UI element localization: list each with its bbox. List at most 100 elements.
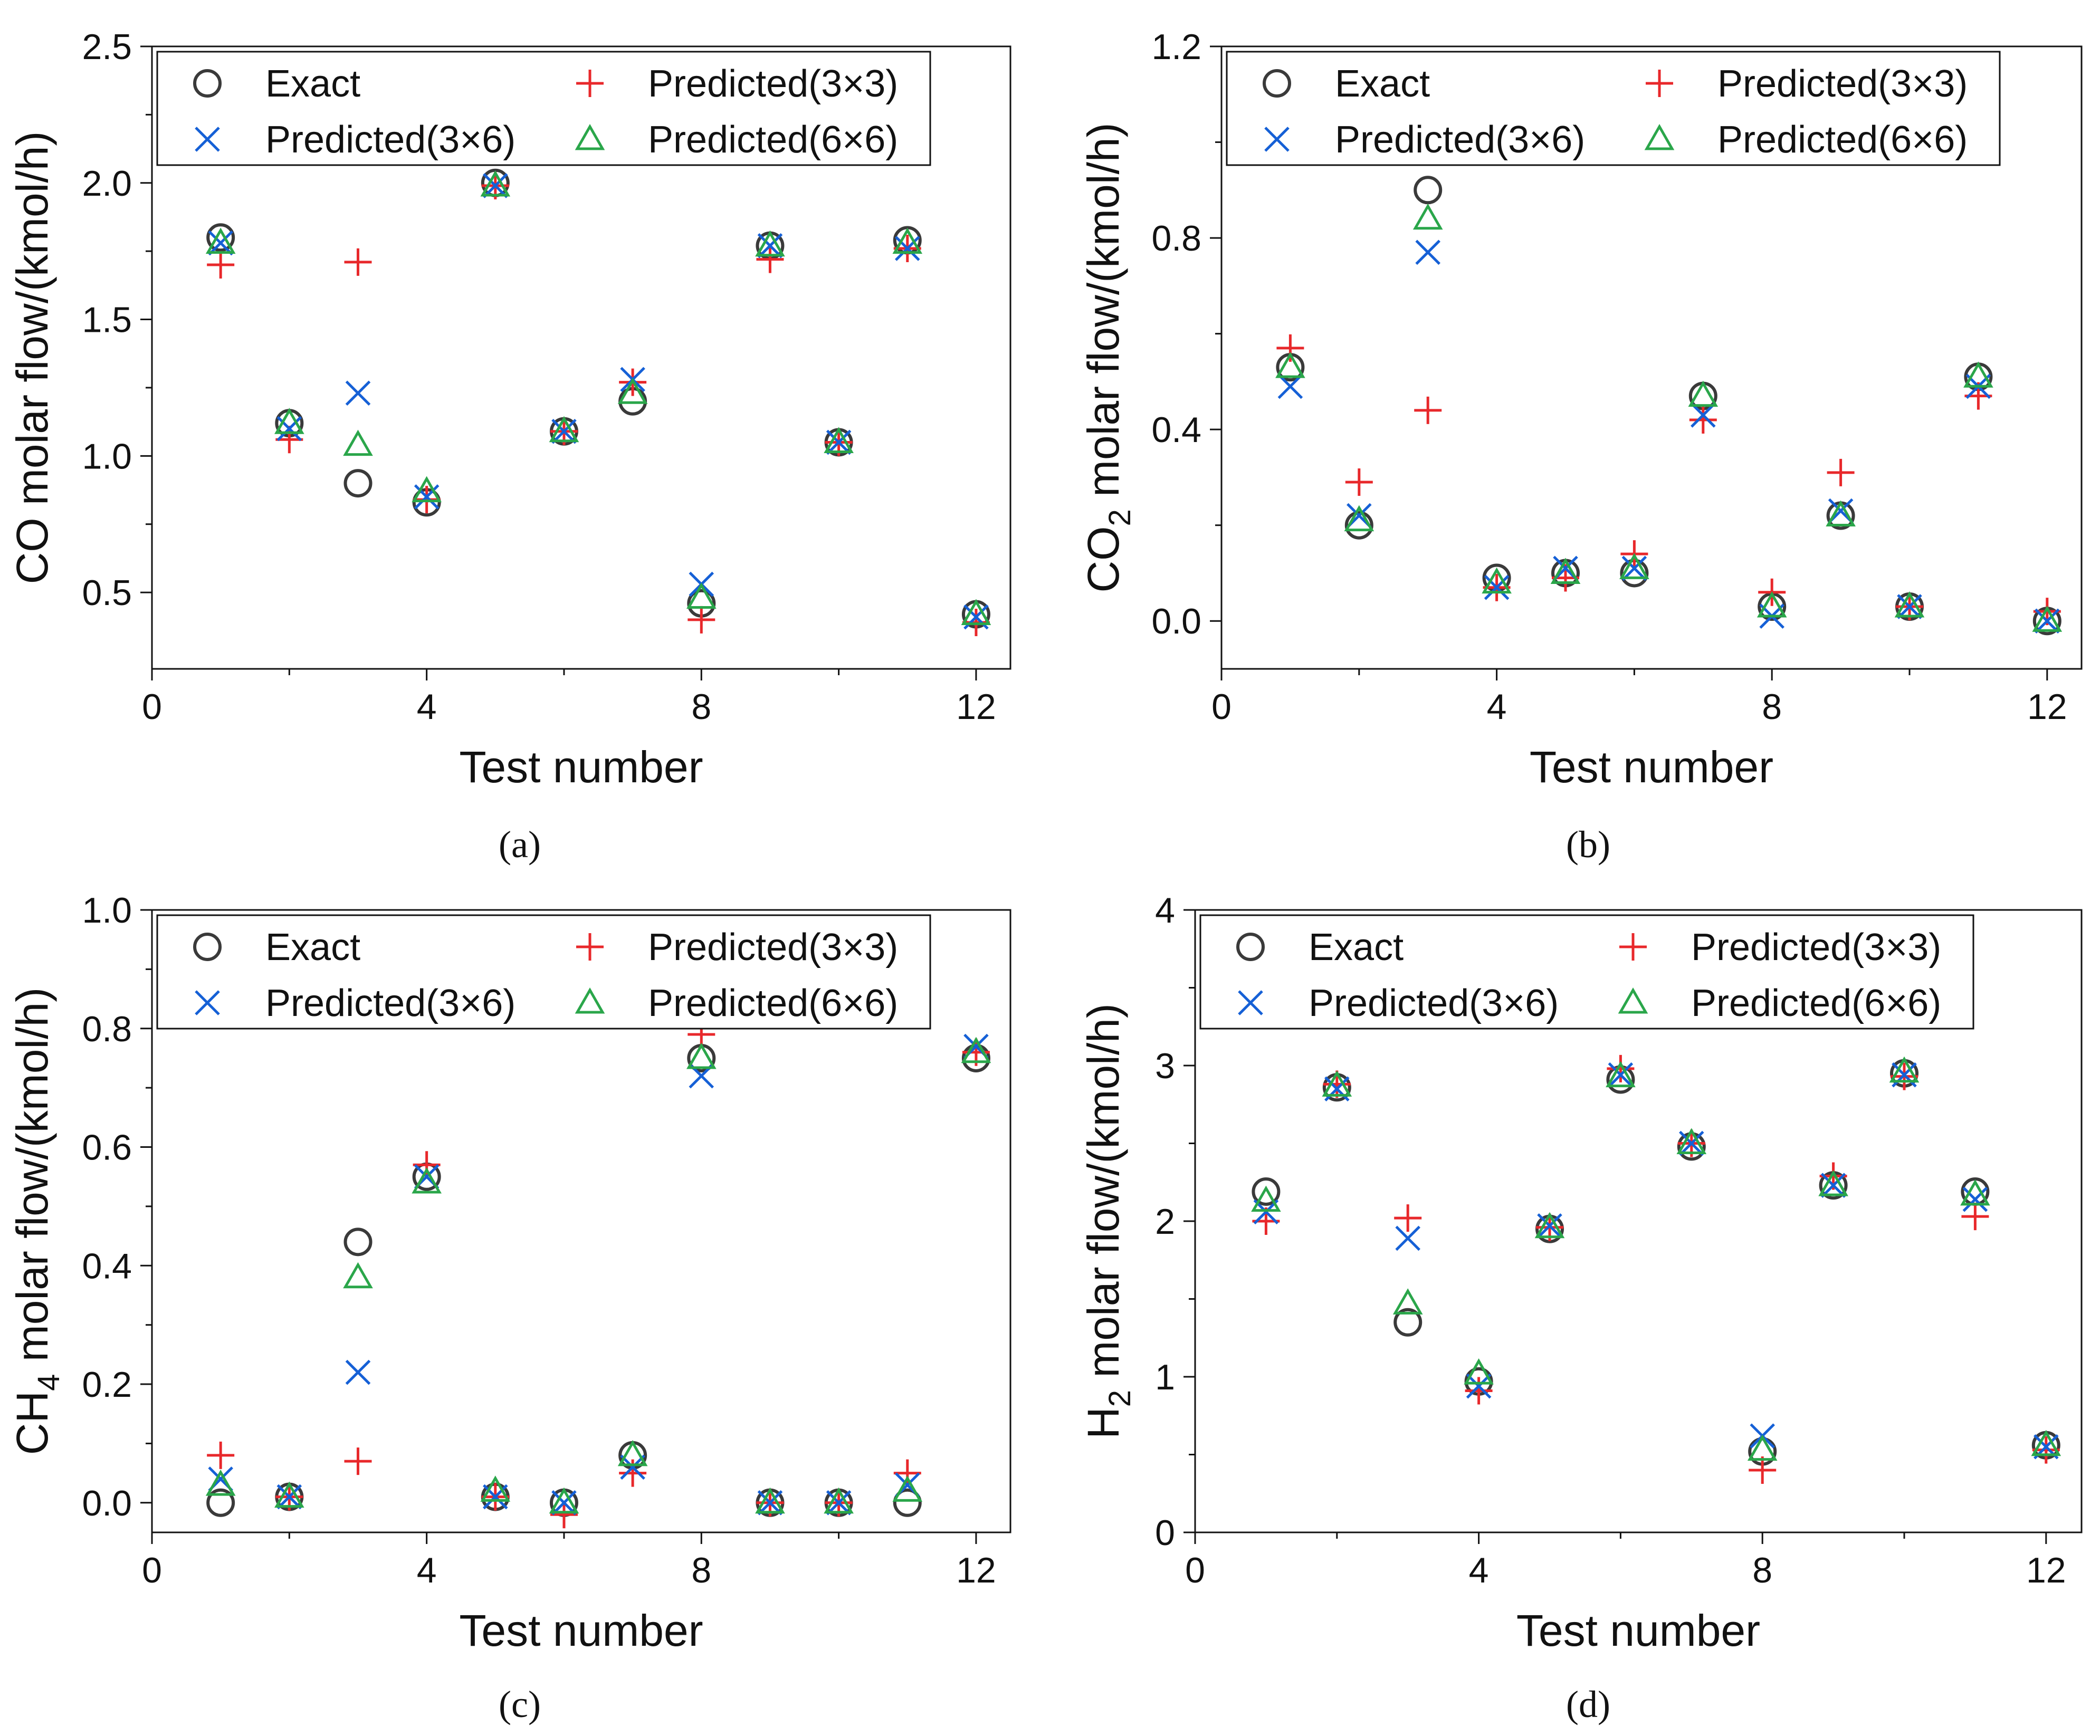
x-tick-label: 8	[1762, 687, 1782, 727]
y-tick-label: 1.2	[1151, 27, 1201, 67]
y-tick-label: 0	[1155, 1513, 1175, 1553]
legend-marker-exact	[193, 933, 222, 961]
chart-panel-a: 0 4 8 12 0.5 1.0 1.5 2.0 2.5 Test number CO molar …	[7, 27, 1011, 866]
point-p66	[1606, 1061, 1636, 1088]
point-p36	[483, 173, 508, 198]
data-points	[205, 1021, 991, 1529]
panel-label: (b)	[1566, 823, 1610, 866]
point-p36	[1484, 574, 1510, 600]
point-p66	[274, 408, 304, 434]
point-p66	[1550, 558, 1581, 584]
y-tick-label: 0.4	[1151, 410, 1201, 450]
point-p66	[892, 1475, 923, 1502]
point-p66	[1676, 1128, 1707, 1154]
y-tick-label: 1.0	[82, 890, 132, 931]
point-p66	[1344, 505, 1374, 532]
point-p36	[1691, 402, 1716, 428]
legend-marker-p66	[575, 987, 605, 1014]
point-p66	[343, 429, 373, 456]
x-tick-label: 4	[417, 687, 437, 727]
point-p33	[1607, 1054, 1635, 1082]
legend-marker-p33	[576, 70, 604, 97]
y-axis-title-main: CH	[7, 1391, 57, 1455]
legend-marker-exact	[193, 69, 222, 98]
point-exact	[206, 1488, 235, 1517]
point-p33	[893, 1459, 921, 1487]
x-tick-label: 12	[2027, 687, 2067, 727]
point-exact	[1344, 511, 1373, 540]
point-p33	[1749, 1456, 1777, 1484]
plot-frame	[1220, 45, 2083, 670]
y-tick-label: 0.2	[82, 1365, 132, 1405]
legend-label-p33: Predicted(3×3)	[648, 926, 898, 968]
point-p33	[688, 606, 715, 634]
point-p66	[480, 1475, 511, 1502]
point-p66	[412, 1167, 442, 1194]
y-tick-label: 2	[1155, 1202, 1175, 1242]
chart-panel-b: 0 4 8 12 0.0 0.4 0.8 1.2 Test number CO2 molar fl…	[1078, 27, 2083, 866]
x-tick-label: 0	[1185, 1550, 1205, 1590]
point-p66	[1322, 1070, 1352, 1097]
y-axis-title-rest: molar flow/(kmol/h)	[1078, 1003, 1128, 1390]
point-p33	[756, 245, 784, 273]
point-p36	[551, 418, 577, 444]
data-points	[1251, 1054, 2061, 1484]
x-tick-label: 8	[1752, 1550, 1772, 1590]
data-points	[1275, 176, 2063, 636]
x-axis-title: Test number	[1530, 742, 1773, 792]
y-tick-label: 2.5	[82, 27, 132, 67]
y-tick-label: 0.6	[82, 1128, 132, 1168]
legend-label-p33: Predicted(3×3)	[648, 63, 898, 105]
x-tick-label: 12	[956, 687, 996, 727]
y-axis-title-subscript: 2	[1103, 509, 1137, 526]
point-p33	[344, 1447, 372, 1475]
legend-label-p66: Predicted(6×6)	[1717, 119, 1968, 161]
point-p33	[413, 1151, 441, 1179]
x-tick-label: 8	[691, 1550, 711, 1590]
legend-label-p36: Predicted(3×6)	[265, 119, 516, 161]
point-exact	[343, 1227, 373, 1257]
legend-label-p66: Predicted(6×6)	[1691, 982, 1941, 1024]
point-p36	[1892, 1062, 1917, 1088]
point-p33	[207, 1441, 235, 1469]
point-p66	[1889, 1056, 1920, 1083]
y-tick-label: 2.0	[82, 164, 132, 204]
point-exact	[206, 223, 235, 252]
point-p66	[755, 230, 785, 257]
point-exact	[1252, 1177, 1281, 1206]
legend-marker-p36	[195, 127, 220, 152]
y-tick-label: 3	[1155, 1046, 1175, 1086]
y-axis-title-rest: molar flow/(kmol/h)	[1078, 122, 1128, 509]
point-p36	[757, 233, 783, 258]
legend: Exact Predicted(3×3) Predicted(3×6) Predict…	[1226, 51, 2001, 166]
point-p36	[1395, 1225, 1420, 1251]
point-p66	[1894, 591, 1925, 618]
panel-label: (d)	[1566, 1683, 1610, 1725]
legend-label-exact: Exact	[1309, 926, 1404, 968]
legend-marker-p36	[1238, 990, 1263, 1015]
point-p36	[2035, 608, 2060, 634]
plot-frame	[151, 909, 1011, 1533]
point-p36	[276, 1484, 302, 1510]
point-exact	[343, 469, 373, 498]
legend-label-p33: Predicted(3×3)	[1717, 63, 1968, 105]
point-p33	[1961, 1203, 1989, 1231]
point-p66	[205, 1470, 236, 1496]
legend-label-p66: Predicted(6×6)	[648, 119, 898, 161]
point-p36	[276, 416, 302, 442]
point-p36	[345, 1359, 371, 1385]
point-p33	[1465, 1377, 1493, 1405]
legend-box	[1226, 51, 2001, 166]
point-p66	[1392, 1288, 1423, 1315]
y-tick-label: 0.0	[1151, 601, 1201, 641]
x-tick-label: 12	[2026, 1550, 2066, 1590]
point-p66	[1275, 352, 1305, 378]
y-tick-label: 1	[1155, 1357, 1175, 1397]
point-p66	[961, 1037, 991, 1063]
legend-marker-p66	[1644, 123, 1675, 150]
point-p66	[1826, 500, 1856, 527]
legend-marker-p33	[1646, 70, 1673, 97]
y-tick-label: 0.8	[82, 1009, 132, 1049]
point-p36	[1820, 1173, 1846, 1198]
point-exact	[893, 1488, 922, 1517]
